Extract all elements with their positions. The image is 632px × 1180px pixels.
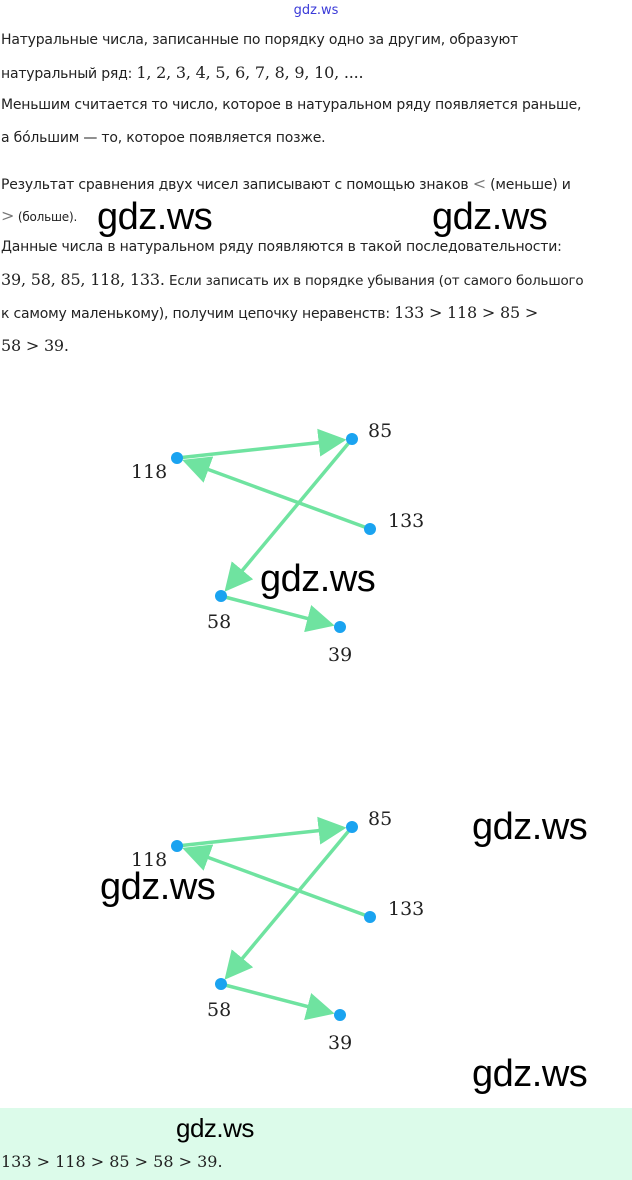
answer-box: gdz.ws 133 > 118 > 85 > 58 > 39. [0, 1108, 632, 1180]
paragraph-line: Данные числа в натуральном ряду появляют… [1, 239, 562, 255]
math-sequence: 1, 2, 3, 4, 5, 6, 7, 8, 9, 10, .... [136, 63, 364, 82]
node-39 [334, 621, 346, 633]
math-chain-end: 58 > 39. [1, 336, 69, 355]
answer-text: 133 > 118 > 85 > 58 > 39. [1, 1152, 223, 1171]
watermark: gdz.ws [97, 196, 213, 238]
edge-118-to-85 [176, 428, 347, 460]
text: (больше). [17, 210, 78, 224]
node-85 [346, 821, 358, 833]
paragraph-line: а бо́льшим — то, которое появляется позж… [1, 130, 326, 146]
node-label-118: 118 [131, 849, 167, 871]
node-133 [364, 911, 376, 923]
greater-sign: > [1, 206, 15, 225]
watermark: gdz.ws [176, 1113, 254, 1143]
node-118 [171, 452, 183, 464]
paragraph-line: 39, 58, 85, 118, 133. Если записать их в… [1, 270, 584, 289]
paragraph-line: натуральный ряд: 1, 2, 3, 4, 5, 6, 7, 8,… [1, 63, 364, 82]
text: к самому маленькому), получим цепочку не… [1, 306, 390, 322]
edge-85-to-58 [224, 437, 354, 592]
text: (меньше) и [490, 177, 571, 193]
edge-58-to-39 [220, 982, 335, 1021]
watermark: gdz.ws [472, 806, 588, 848]
watermark: gdz.ws [472, 1053, 588, 1095]
node-58 [215, 978, 227, 990]
edge-118-to-85 [176, 816, 347, 848]
text: Если записать их в порядке убывания (от … [169, 273, 584, 289]
edge-85-to-58 [224, 825, 354, 980]
node-label-118: 118 [131, 461, 167, 483]
node-58 [215, 590, 227, 602]
node-label-85: 85 [368, 808, 392, 830]
text: Результат сравнения двух чисел записываю… [1, 177, 469, 193]
edge-58-to-39 [220, 594, 335, 633]
paragraph-line: > (больше). [1, 206, 77, 225]
node-label-58: 58 [207, 999, 231, 1021]
edge-133-to-118 [182, 844, 371, 919]
paragraph-line: к самому маленькому), получим цепочку не… [1, 303, 538, 322]
paragraph-line: Меньшим считается то число, которое в на… [1, 97, 582, 113]
order-diagram-copy: 118 85 133 58 39 [131, 808, 424, 1054]
node-label-58: 58 [207, 611, 231, 633]
math-numbers: 39, 58, 85, 118, 133. [1, 270, 165, 289]
node-85 [346, 433, 358, 445]
node-label-39: 39 [328, 1032, 352, 1054]
paragraph-line: Результат сравнения двух чисел записываю… [1, 174, 571, 193]
node-label-39: 39 [328, 644, 352, 666]
less-sign: < [472, 174, 486, 193]
text: натуральный ряд: [1, 66, 133, 82]
math-chain: 133 > 118 > 85 > [394, 303, 539, 322]
watermark: gdz.ws [432, 196, 548, 238]
paragraph-line: 58 > 39. [1, 336, 69, 355]
node-label-85: 85 [368, 420, 392, 442]
watermark: gdz.ws [100, 866, 216, 908]
node-label-133: 133 [388, 510, 424, 532]
paragraph-line: Натуральные числа, записанные по порядку… [1, 32, 519, 48]
node-39 [334, 1009, 346, 1021]
watermark-top: gdz.ws [293, 3, 339, 18]
node-label-133: 133 [388, 898, 424, 920]
watermark: gdz.ws [260, 558, 376, 600]
edge-133-to-118 [182, 456, 371, 531]
order-diagram: 118 85 133 58 39 [131, 420, 424, 666]
node-133 [364, 523, 376, 535]
node-118 [171, 840, 183, 852]
